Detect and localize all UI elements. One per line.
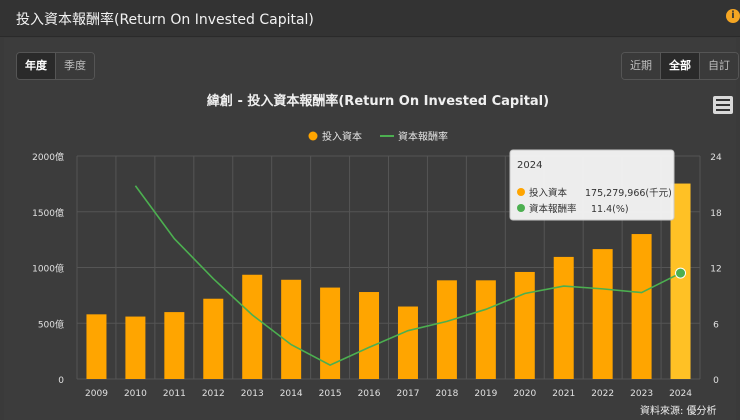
x-tick-label: 2020 [513, 389, 536, 399]
bar-invested-capital[interactable] [281, 279, 302, 379]
quarterly-button[interactable]: 季度 [56, 53, 94, 79]
data-source-label: 資料來源: 優分析 [640, 406, 717, 417]
tooltip-row-label: 資本報酬率 [529, 203, 577, 215]
y-right-tick-label: 12 [710, 265, 721, 275]
period-toggle: 年度 季度 [16, 52, 95, 80]
bar-invested-capital[interactable] [242, 274, 263, 379]
x-tick-label: 2022 [591, 389, 614, 399]
y-left-tick-label: 1000億 [32, 263, 64, 275]
custom-button[interactable]: 自訂 [700, 53, 738, 79]
x-tick-label: 2014 [280, 389, 303, 399]
x-tick-label: 2013 [241, 389, 264, 399]
x-tick-label: 2012 [202, 389, 225, 399]
x-tick-label: 2010 [124, 389, 147, 399]
bar-invested-capital[interactable] [592, 249, 613, 379]
y-left-tick-label: 1500億 [32, 207, 64, 219]
bar-invested-capital[interactable] [359, 292, 380, 379]
bar-invested-capital[interactable] [203, 298, 224, 379]
bar-invested-capital[interactable] [631, 234, 652, 379]
tooltip-line-marker [517, 204, 525, 212]
x-tick-label: 2017 [397, 389, 420, 399]
all-button[interactable]: 全部 [661, 53, 700, 79]
bar-invested-capital[interactable] [86, 314, 107, 379]
page-header: 投入資本報酬率(Return On Invested Capital) i [0, 0, 740, 37]
tooltip-row-label: 投入資本 [529, 187, 568, 199]
chart-tooltip: 2024 投入資本 175,279,966(千元) 資本報酬率 11.4(%) [509, 149, 675, 221]
y-left-tick-label: 2000億 [32, 151, 64, 163]
recent-button[interactable]: 近期 [622, 53, 661, 79]
x-tick-label: 2018 [435, 389, 458, 399]
x-tick-label: 2011 [163, 389, 186, 399]
bar-invested-capital[interactable] [436, 280, 457, 379]
bar-invested-capital[interactable] [670, 183, 691, 379]
legend-item-return-rate[interactable]: 資本報酬率 [398, 130, 448, 143]
chart-legend: 投入資本 資本報酬率 [308, 130, 448, 143]
y-right-tick-label: 0 [713, 376, 719, 386]
range-toggle: 近期 全部 自訂 [621, 52, 739, 80]
tooltip-title: 2024 [517, 160, 542, 171]
y-right-tick-label: 18 [710, 209, 722, 219]
bar-invested-capital[interactable] [514, 271, 535, 379]
chart-title: 緯創 - 投入資本報酬率(Return On Invested Capital) [207, 93, 549, 109]
y-left-tick-label: 500億 [38, 318, 64, 330]
annual-button[interactable]: 年度 [17, 53, 56, 79]
bar-invested-capital[interactable] [320, 287, 341, 379]
legend-bar-marker [308, 131, 318, 141]
x-tick-label: 2024 [669, 389, 692, 399]
y-right-tick-label: 24 [710, 153, 722, 163]
line-point-highlight[interactable] [675, 267, 687, 279]
x-tick-label: 2023 [630, 389, 653, 399]
legend-item-invested-capital[interactable]: 投入資本 [322, 130, 362, 143]
tooltip-row-value: 11.4(%) [591, 204, 629, 215]
hamburger-menu-icon[interactable] [713, 96, 733, 114]
x-tick-label: 2016 [358, 389, 381, 399]
bar-invested-capital[interactable] [475, 280, 496, 379]
x-tick-label: 2015 [319, 389, 342, 399]
bar-invested-capital[interactable] [397, 306, 418, 379]
line-return-rate [134, 185, 681, 366]
x-tick-label: 2019 [474, 389, 497, 399]
tooltip-box [509, 149, 675, 221]
x-tick-label: 2021 [552, 389, 575, 399]
y-right-tick-label: 6 [713, 320, 719, 330]
bar-invested-capital[interactable] [164, 312, 185, 379]
tooltip-bar-marker [517, 188, 525, 196]
tooltip-row-value: 175,279,966(千元) [585, 188, 672, 199]
info-icon[interactable]: i [726, 9, 740, 23]
bar-invested-capital[interactable] [553, 256, 574, 379]
page-title: 投入資本報酬率(Return On Invested Capital) [16, 12, 314, 28]
x-tick-label: 2009 [85, 389, 108, 399]
y-left-tick-label: 0 [58, 376, 64, 386]
bar-invested-capital[interactable] [125, 316, 146, 379]
